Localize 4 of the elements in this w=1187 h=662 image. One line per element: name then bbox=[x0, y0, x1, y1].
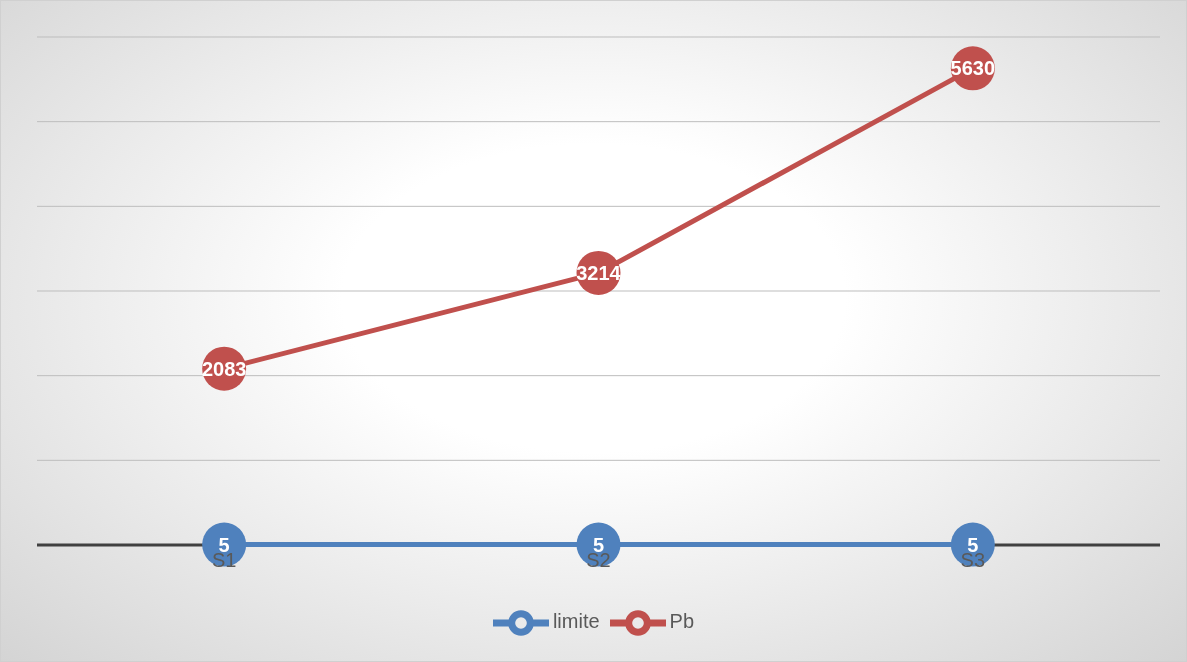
legend-label: limite bbox=[552, 610, 600, 633]
data-label: 5630 bbox=[950, 57, 996, 80]
data-label: 2083 bbox=[201, 357, 247, 380]
legend-label: Pb bbox=[669, 610, 695, 633]
